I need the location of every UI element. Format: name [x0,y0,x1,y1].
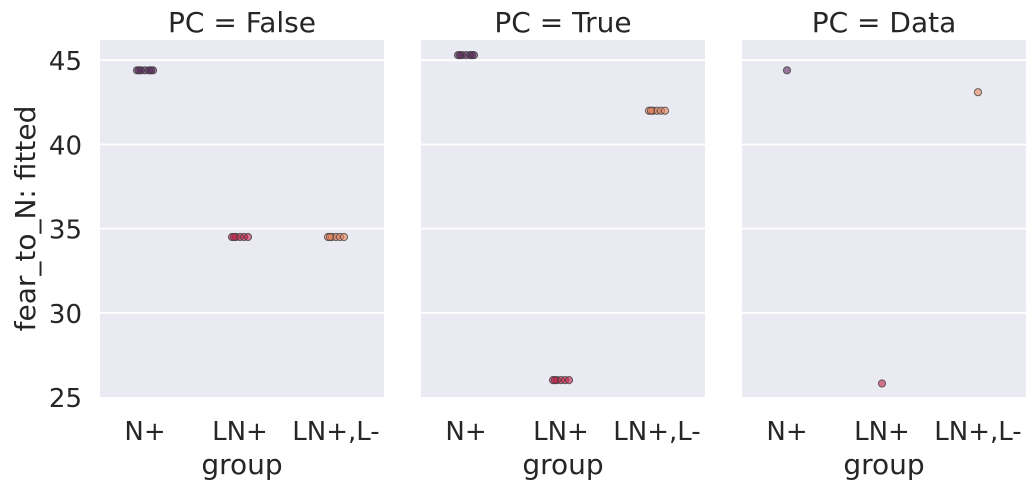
y-axis-label: fear_to_N: fitted [9,106,42,332]
y-tick-label: 35 [49,216,82,246]
x-tick-label: LN+ [533,417,589,447]
data-point [564,376,574,385]
data-point [146,66,156,75]
panel-title: PC = True [494,6,631,39]
data-point [455,51,465,60]
data-point [229,232,239,242]
y-tick-label: 40 [49,131,82,161]
x-axis-label: group [843,448,924,481]
data-point [467,51,477,60]
data-point [660,106,670,115]
x-tick-label: LN+ [854,417,910,447]
x-tick-label: LN+,L- [613,417,700,447]
y-tick-label: 30 [49,300,82,330]
data-point [877,379,887,388]
x-tick-label: LN+,L- [934,417,1021,447]
panel-title: PC = Data [812,6,957,39]
data-point [550,376,560,385]
data-point [646,106,656,115]
panel-background [421,40,705,397]
x-tick-label: N+ [766,417,807,447]
x-tick-label: LN+,L- [292,417,379,447]
y-tick-label: 45 [49,47,82,77]
data-point [243,232,253,242]
x-axis-label: group [201,448,282,481]
data-point [134,66,144,75]
x-tick-label: LN+ [212,417,268,447]
data-point [973,88,983,97]
data-point [782,66,792,75]
x-tick-label: N+ [124,417,165,447]
data-point [339,232,349,242]
panel-background [742,40,1026,397]
data-point [325,232,335,242]
x-axis-label: group [522,448,603,481]
panel-title: PC = False [168,6,316,39]
y-tick-label: 25 [49,384,82,414]
panel-background [100,40,384,397]
x-tick-label: N+ [445,417,486,447]
